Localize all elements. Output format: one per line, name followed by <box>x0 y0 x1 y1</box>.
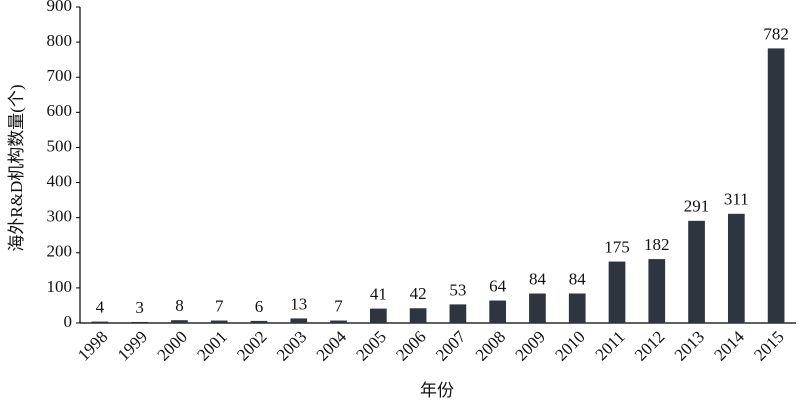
x-tick-label: 2007 <box>432 327 470 365</box>
x-tick-label: 1998 <box>74 327 111 364</box>
y-tick-label: 800 <box>47 31 73 50</box>
x-tick-label: 2002 <box>233 327 270 364</box>
bar <box>489 300 507 323</box>
bar <box>688 220 705 323</box>
x-tick-label: 2009 <box>512 327 549 364</box>
x-tick-label: 2006 <box>392 327 429 364</box>
bar <box>131 321 149 323</box>
bar <box>529 293 546 323</box>
bar <box>449 304 467 323</box>
x-tick-label: 2004 <box>313 327 351 365</box>
y-tick-label: 400 <box>47 171 73 190</box>
x-tick-label: 2014 <box>710 327 748 365</box>
bar <box>91 321 109 323</box>
x-tick-label: 2011 <box>592 327 629 364</box>
y-tick-label: 700 <box>47 66 73 85</box>
value-label: 53 <box>449 280 466 299</box>
bar <box>330 320 347 323</box>
bar <box>568 293 586 323</box>
value-label: 175 <box>604 237 630 256</box>
value-label: 7 <box>334 296 343 315</box>
value-label: 64 <box>489 276 507 295</box>
value-label: 291 <box>684 197 710 216</box>
value-label: 41 <box>370 285 387 304</box>
x-tick-label: 1999 <box>114 327 151 364</box>
value-label: 182 <box>644 235 670 254</box>
value-label: 84 <box>569 269 587 288</box>
bar <box>648 259 666 323</box>
y-tick-label: 900 <box>47 0 73 15</box>
x-tick-label: 2000 <box>154 327 191 364</box>
bar <box>250 320 268 323</box>
value-label: 13 <box>290 294 307 313</box>
value-label: 6 <box>255 297 264 316</box>
x-tick-label: 2013 <box>671 327 708 364</box>
bar <box>409 308 427 323</box>
x-tick-label: 2015 <box>750 327 787 364</box>
value-label: 7 <box>215 296 224 315</box>
bar <box>767 48 785 323</box>
x-tick-label: 2010 <box>551 327 588 364</box>
bar <box>608 261 626 323</box>
value-label: 3 <box>135 298 144 317</box>
value-label: 8 <box>175 296 184 315</box>
bar <box>727 213 745 323</box>
x-tick-label: 2012 <box>631 327 668 364</box>
y-tick-label: 0 <box>64 312 73 331</box>
y-tick-label: 200 <box>47 242 73 261</box>
bar <box>210 320 228 323</box>
value-label: 84 <box>529 269 547 288</box>
y-tick-label: 600 <box>47 101 73 120</box>
y-tick-label: 100 <box>47 277 73 296</box>
value-label: 311 <box>724 190 749 209</box>
x-axis-label: 年份 <box>420 381 454 400</box>
x-tick-label: 2005 <box>352 327 389 364</box>
x-tick-label: 2003 <box>273 327 310 364</box>
x-tick-label: 2008 <box>472 327 509 364</box>
y-tick-label: 500 <box>47 136 73 155</box>
bar <box>369 308 387 323</box>
bar <box>171 320 188 323</box>
y-axis-label: 海外R&D机构数量(个) <box>7 84 26 251</box>
value-label: 782 <box>763 24 789 43</box>
value-label: 42 <box>410 284 427 303</box>
bar <box>290 318 308 323</box>
value-label: 4 <box>96 298 105 317</box>
y-tick-label: 300 <box>47 207 73 226</box>
x-tick-label: 2001 <box>193 327 230 364</box>
